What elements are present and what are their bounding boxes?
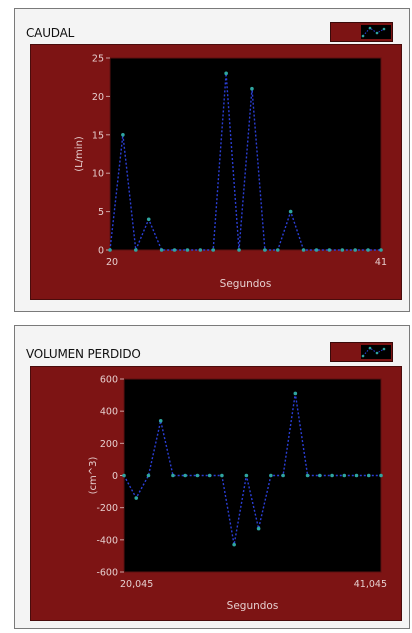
plot-legend-swatch [361, 345, 391, 359]
plot-legend-swatch [361, 25, 391, 39]
volumen-plot-legend[interactable] [330, 342, 393, 362]
caudal-chart-frame [30, 44, 402, 300]
caudal-title: CAUDAL [26, 26, 75, 40]
caudal-plot-legend[interactable] [330, 22, 393, 42]
volumen-title: VOLUMEN PERDIDO [26, 347, 141, 361]
volumen-chart-frame [30, 366, 402, 621]
